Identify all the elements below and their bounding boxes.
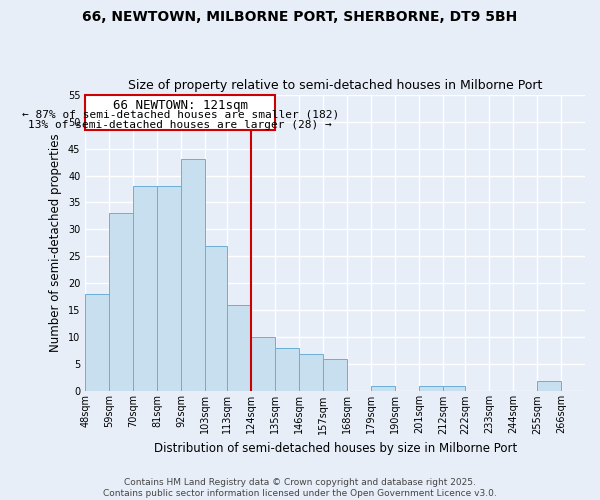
Title: Size of property relative to semi-detached houses in Milborne Port: Size of property relative to semi-detach… (128, 79, 542, 92)
Bar (371, 386, 395, 392)
Bar (227, 305, 251, 392)
Bar (323, 359, 347, 392)
Bar (299, 354, 323, 392)
Bar (181, 160, 205, 392)
Bar (109, 214, 133, 392)
Bar (85, 294, 109, 392)
Bar (205, 246, 227, 392)
Text: 66 NEWTOWN: 121sqm: 66 NEWTOWN: 121sqm (113, 99, 248, 112)
Bar (85, 94, 275, 130)
Bar (251, 338, 275, 392)
Text: ← 87% of semi-detached houses are smaller (182): ← 87% of semi-detached houses are smalle… (22, 110, 339, 120)
Bar (537, 380, 561, 392)
Y-axis label: Number of semi-detached properties: Number of semi-detached properties (49, 134, 62, 352)
Bar (275, 348, 299, 392)
Text: 13% of semi-detached houses are larger (28) →: 13% of semi-detached houses are larger (… (28, 120, 332, 130)
X-axis label: Distribution of semi-detached houses by size in Milborne Port: Distribution of semi-detached houses by … (154, 442, 517, 455)
Bar (133, 186, 157, 392)
Text: Contains HM Land Registry data © Crown copyright and database right 2025.
Contai: Contains HM Land Registry data © Crown c… (103, 478, 497, 498)
Text: 66, NEWTOWN, MILBORNE PORT, SHERBORNE, DT9 5BH: 66, NEWTOWN, MILBORNE PORT, SHERBORNE, D… (82, 10, 518, 24)
Bar (419, 386, 443, 392)
Bar (157, 186, 181, 392)
Bar (443, 386, 465, 392)
